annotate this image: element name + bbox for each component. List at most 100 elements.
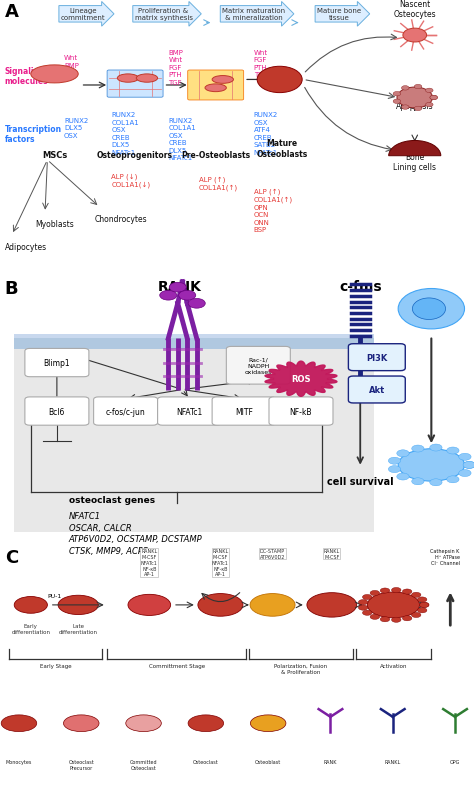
Ellipse shape	[307, 593, 356, 618]
Text: Monocytes: Monocytes	[6, 760, 32, 764]
Text: osteoclast genes: osteoclast genes	[69, 495, 155, 504]
Text: B: B	[5, 279, 18, 298]
Circle shape	[463, 462, 474, 469]
Ellipse shape	[250, 594, 295, 617]
FancyBboxPatch shape	[188, 71, 244, 101]
Ellipse shape	[1, 715, 36, 732]
Circle shape	[380, 617, 390, 622]
Circle shape	[411, 613, 421, 618]
Circle shape	[426, 104, 433, 108]
Ellipse shape	[398, 449, 465, 482]
FancyBboxPatch shape	[14, 335, 374, 339]
Polygon shape	[265, 361, 337, 397]
Text: Lineage
commitment: Lineage commitment	[61, 8, 105, 22]
Circle shape	[358, 605, 368, 610]
FancyBboxPatch shape	[25, 349, 89, 377]
Circle shape	[363, 595, 372, 600]
Text: NFATC1
OSCAR, CALCR
ATP6V0D2, OCSTAMP, DCSTAMP
CTSK, MMP9, ACP5: NFATC1 OSCAR, CALCR ATP6V0D2, OCSTAMP, D…	[69, 511, 202, 556]
Text: Wnt
FGF
PTH
TGF: Wnt FGF PTH TGF	[254, 50, 268, 79]
Text: RANKL
M-CSF: RANKL M-CSF	[324, 548, 340, 560]
Circle shape	[370, 614, 380, 620]
FancyBboxPatch shape	[212, 397, 276, 426]
Circle shape	[412, 446, 424, 452]
Ellipse shape	[58, 596, 99, 615]
FancyBboxPatch shape	[348, 344, 405, 371]
Circle shape	[463, 462, 474, 469]
Circle shape	[358, 600, 368, 605]
FancyBboxPatch shape	[269, 397, 333, 426]
Ellipse shape	[31, 66, 78, 84]
Text: PI3K: PI3K	[366, 353, 387, 362]
Circle shape	[370, 591, 380, 596]
Text: Late
differentiation: Late differentiation	[59, 623, 98, 634]
Ellipse shape	[212, 76, 233, 84]
Text: Rac-1/
NADPH
oxidases: Rac-1/ NADPH oxidases	[245, 357, 272, 374]
Circle shape	[418, 597, 427, 602]
Text: Osteoblast: Osteoblast	[255, 760, 281, 764]
Text: RUNX2
COL1A1
OSX
CREB
DLX5
NFATc1: RUNX2 COL1A1 OSX CREB DLX5 NFATc1	[111, 112, 139, 156]
FancyBboxPatch shape	[107, 71, 163, 98]
Ellipse shape	[257, 67, 302, 93]
Circle shape	[160, 291, 177, 300]
Circle shape	[388, 458, 401, 465]
Text: Polarization, Fusion
& Proliferation: Polarization, Fusion & Proliferation	[274, 663, 328, 674]
Text: RANKL: RANKL	[384, 760, 401, 764]
Ellipse shape	[250, 715, 286, 732]
FancyBboxPatch shape	[157, 397, 221, 426]
Text: Nascent
Osteocytes: Nascent Osteocytes	[393, 0, 436, 19]
Circle shape	[447, 476, 459, 483]
Text: RUNX2
COL1A1
OSX
CREB
DLX5
NFATc1: RUNX2 COL1A1 OSX CREB DLX5 NFATc1	[168, 118, 196, 161]
Text: Chondrocytes: Chondrocytes	[95, 214, 147, 223]
Ellipse shape	[398, 289, 465, 329]
Text: Bcl6: Bcl6	[49, 407, 65, 416]
Ellipse shape	[403, 29, 427, 43]
Ellipse shape	[126, 715, 161, 732]
Circle shape	[430, 96, 438, 100]
Text: Activation: Activation	[380, 663, 407, 668]
Text: Cathepsin K
H⁺ ATPase
Cl⁻ Channel: Cathepsin K H⁺ ATPase Cl⁻ Channel	[430, 548, 460, 565]
Text: Mature bone
tissue: Mature bone tissue	[317, 8, 361, 22]
Text: PU-1: PU-1	[47, 593, 62, 599]
Circle shape	[188, 299, 205, 309]
Ellipse shape	[205, 85, 227, 92]
Text: Transcription
factors: Transcription factors	[5, 124, 62, 144]
Ellipse shape	[14, 597, 47, 613]
Text: cell survival: cell survival	[327, 476, 393, 486]
Circle shape	[402, 589, 412, 594]
Circle shape	[392, 618, 401, 622]
FancyBboxPatch shape	[94, 397, 157, 426]
FancyBboxPatch shape	[25, 397, 89, 426]
Ellipse shape	[188, 715, 224, 732]
Circle shape	[430, 445, 442, 451]
Text: Osteoprogenitors: Osteoprogenitors	[97, 151, 173, 160]
Circle shape	[393, 92, 401, 97]
Circle shape	[447, 447, 459, 454]
Circle shape	[392, 588, 401, 593]
FancyBboxPatch shape	[14, 344, 374, 532]
Ellipse shape	[367, 593, 419, 618]
Text: RANK: RANK	[158, 279, 202, 294]
Circle shape	[414, 107, 422, 112]
Circle shape	[363, 610, 372, 616]
Ellipse shape	[198, 594, 243, 617]
Text: ALP (↑)
COL1A1(↑)
OPN
OCN
ONN
BSP: ALP (↑) COL1A1(↑) OPN OCN ONN BSP	[254, 189, 293, 233]
Text: ROS: ROS	[291, 375, 311, 384]
Text: Myoblasts: Myoblasts	[36, 220, 74, 229]
Text: RUNX2
OSX
ATF4
CREB
SATB2
NFATc1: RUNX2 OSX ATF4 CREB SATB2 NFATc1	[254, 112, 278, 156]
Circle shape	[414, 85, 422, 90]
Text: Matrix maturation
& mineralization: Matrix maturation & mineralization	[222, 8, 285, 22]
Circle shape	[393, 100, 401, 104]
Circle shape	[411, 593, 421, 597]
Text: OPG: OPG	[450, 760, 460, 764]
Circle shape	[402, 616, 412, 621]
Text: NFATc1: NFATc1	[176, 407, 203, 416]
Ellipse shape	[137, 75, 157, 83]
Wedge shape	[389, 141, 441, 157]
Text: Mature
Osteoblasts: Mature Osteoblasts	[256, 139, 308, 158]
Ellipse shape	[397, 88, 432, 108]
Text: c-fos/c-jun: c-fos/c-jun	[106, 407, 146, 416]
Text: ALP (↓)
COL1A1(↓): ALP (↓) COL1A1(↓)	[111, 173, 151, 188]
Ellipse shape	[64, 715, 99, 732]
Text: Committment Stage: Committment Stage	[148, 663, 205, 668]
FancyBboxPatch shape	[14, 339, 374, 349]
